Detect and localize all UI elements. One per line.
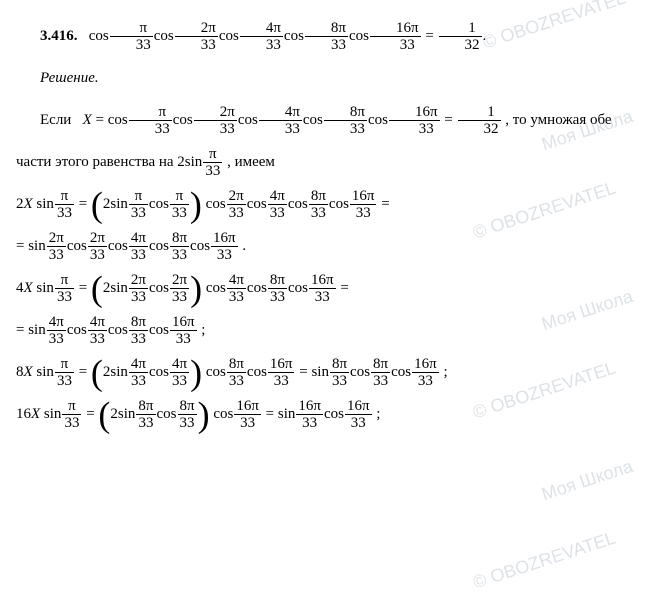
intro-line-1: Если X = cosπ33cos2π33cos4π33cos8π33cos1…: [16, 102, 655, 138]
problem-statement: 3.416. cosπ33cos2π33cos4π33cos8π33cos16π…: [16, 18, 655, 54]
step-16x: 16X sinπ33 = (2sin8π33cos8π33) cos16π33 …: [16, 396, 655, 432]
step-2x-a: 2X sinπ33 = (2sinπ33cosπ33) cos2π33cos4π…: [16, 186, 655, 222]
step-2x-b: = sin2π33cos2π33cos4π33cos8π33cos16π33 .: [16, 228, 655, 264]
watermark: Моя Школа: [539, 456, 636, 505]
step-4x-a: 4X sinπ33 = (2sin2π33cos2π33) cos4π33cos…: [16, 270, 655, 306]
step-4x-b: = sin4π33cos4π33cos8π33cos16π33 ;: [16, 312, 655, 348]
step-8x: 8X sinπ33 = (2sin4π33cos4π33) cos8π33cos…: [16, 354, 655, 390]
problem-number: 3.416.: [40, 28, 78, 44]
intro-line-2: части этого равенства на 2sinπ33 , имеем: [16, 144, 655, 180]
solution-label: Решение.: [16, 60, 655, 96]
watermark: © OBOZREVATEL: [470, 528, 618, 594]
